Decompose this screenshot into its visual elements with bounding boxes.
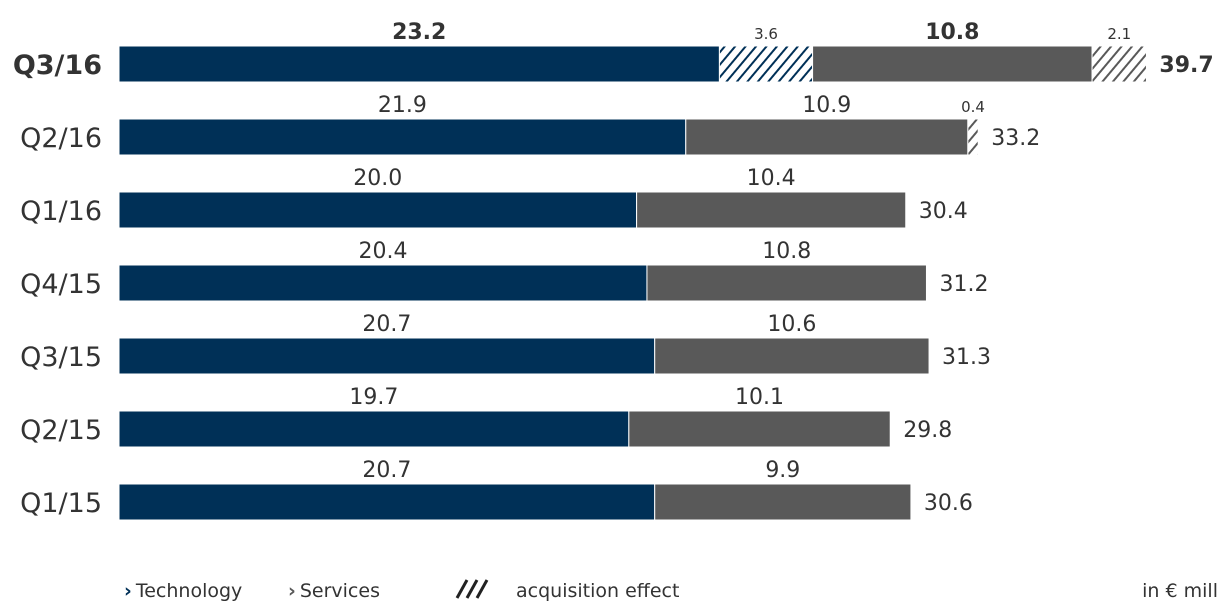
stacked-bar-chart: Q3/16 23.2 3.6 10.8 2.1 39.7 Q2/16 21.9 10.9 0.4 3…: [13, 20, 1214, 521]
legend-item-technology: › Technology: [124, 580, 243, 602]
bar-segment: [118, 410, 630, 448]
category-label: Q1/16: [20, 196, 102, 227]
bar-segment: [118, 337, 656, 375]
legend-item-services: › Services: [288, 580, 380, 602]
unit-note: in € mill: [1142, 580, 1218, 602]
category-label: Q2/15: [20, 415, 102, 446]
bar-segment: [654, 337, 930, 375]
value-label: 3.6: [754, 25, 778, 43]
total-label: 39.7: [1159, 53, 1213, 78]
bar-segment: [118, 45, 720, 83]
category-label: Q3/16: [13, 50, 102, 81]
legend: › Technology › Services acquisition effect…: [0, 578, 1221, 603]
bar-segment: [636, 191, 907, 229]
value-label: 20.7: [362, 312, 411, 337]
value-label: 20.4: [358, 239, 407, 264]
bar-segment: [118, 483, 656, 521]
value-label: 10.8: [762, 239, 811, 264]
bar-segment: [654, 483, 912, 521]
legend-item-acquisition-effect: acquisition effect: [516, 580, 680, 602]
bar-segment: [718, 45, 814, 83]
category-label: Q1/15: [20, 488, 102, 519]
total-label: 30.6: [924, 491, 973, 516]
bar-segment: [1091, 45, 1147, 83]
total-label: 30.4: [919, 199, 968, 224]
value-label: 10.1: [735, 385, 784, 410]
bar-segment: [685, 118, 969, 156]
value-label: 21.9: [378, 93, 427, 118]
total-label: 33.2: [991, 126, 1040, 151]
value-label: 2.1: [1107, 25, 1131, 43]
category-label: Q3/15: [20, 342, 102, 373]
chevron-right-icon: ›: [288, 580, 296, 602]
value-label: 10.9: [802, 93, 851, 118]
value-label: 23.2: [392, 20, 446, 45]
bar-segment: [646, 264, 927, 302]
total-label: 29.8: [903, 418, 952, 443]
category-label: Q4/15: [20, 269, 102, 300]
bar-segment: [118, 191, 638, 229]
chevron-right-icon: ›: [124, 580, 132, 602]
category-label: Q2/16: [20, 123, 102, 154]
bar-segment: [628, 410, 891, 448]
value-label: 0.4: [961, 98, 985, 116]
value-label: 19.7: [349, 385, 398, 410]
value-label: 10.8: [925, 20, 979, 45]
value-label: 9.9: [765, 458, 800, 483]
bar-segment: [118, 118, 687, 156]
bar-segment: [967, 118, 979, 156]
bar-segment: [118, 264, 648, 302]
bar-segment: [812, 45, 1093, 83]
hatch-legend-icon: [455, 579, 489, 599]
value-label: 10.4: [747, 166, 796, 191]
total-label: 31.3: [942, 345, 991, 370]
value-label: 10.6: [767, 312, 816, 337]
value-label: 20.7: [362, 458, 411, 483]
total-label: 31.2: [939, 272, 988, 297]
value-label: 20.0: [353, 166, 402, 191]
